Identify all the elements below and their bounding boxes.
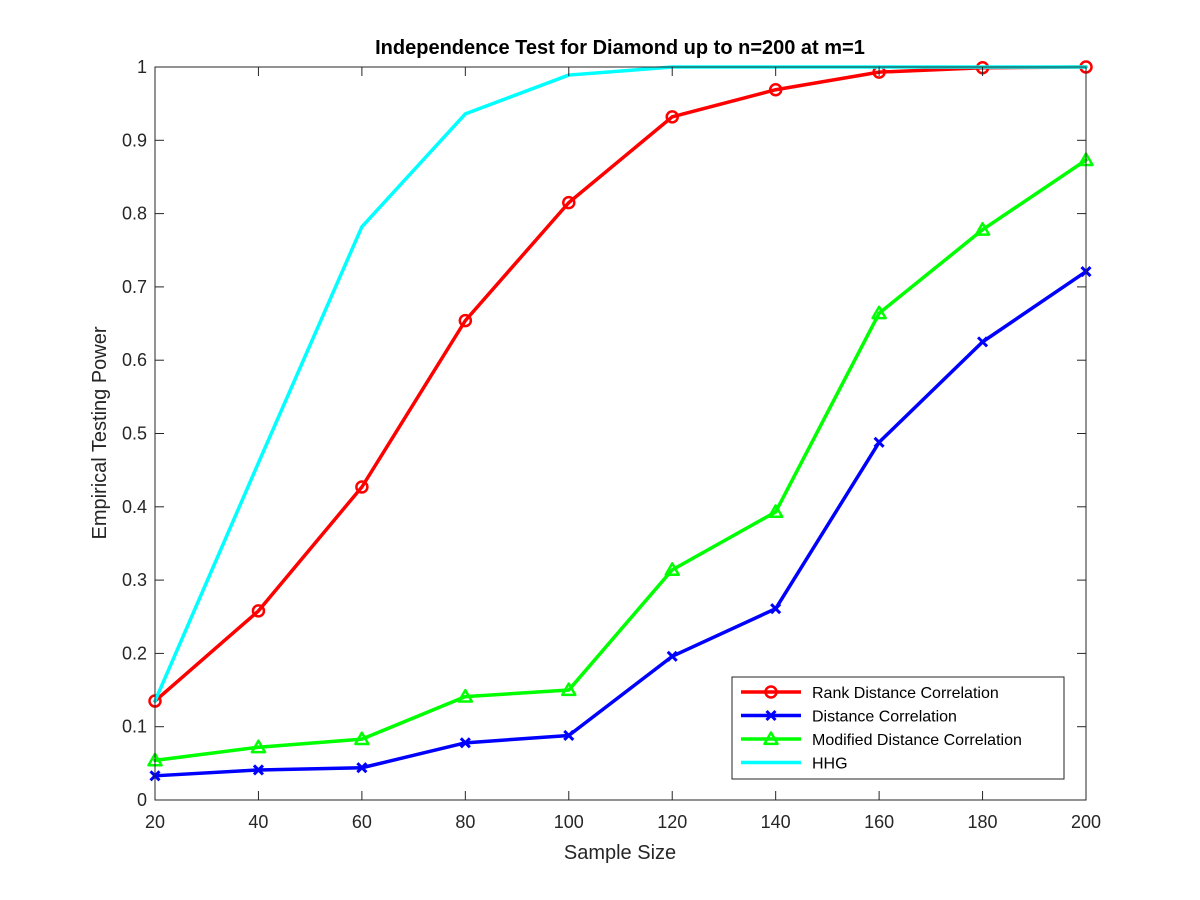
legend-entry: Distance Correlation xyxy=(741,709,957,726)
data-point xyxy=(457,688,474,703)
series-line xyxy=(153,269,1088,778)
y-tick-label: 0.1 xyxy=(122,717,147,737)
y-tick-label: 1 xyxy=(137,57,147,77)
y-tick-label: 0.9 xyxy=(122,130,147,150)
legend-entry: Modified Distance Correlation xyxy=(741,731,1022,749)
y-axis-label: Empirical Testing Power xyxy=(89,326,111,539)
data-point xyxy=(354,731,370,746)
data-point xyxy=(561,682,577,697)
legend-entry: Rank Distance Correlation xyxy=(741,685,999,702)
x-tick-label: 40 xyxy=(248,812,268,832)
data-point xyxy=(871,305,887,320)
data-point xyxy=(250,739,267,754)
x-tick-label: 200 xyxy=(1071,812,1101,832)
y-tick-label: 0.5 xyxy=(122,424,147,444)
data-point xyxy=(562,195,576,210)
data-point xyxy=(251,604,266,618)
x-tick-label: 120 xyxy=(657,812,687,832)
data-point xyxy=(355,480,369,494)
x-axis-label: Sample Size xyxy=(564,842,676,864)
y-tick-label: 0.8 xyxy=(122,204,147,224)
legend-marker xyxy=(765,709,777,722)
x-tick-label: 180 xyxy=(968,812,998,832)
legend-label: HHG xyxy=(812,756,848,773)
y-tick-label: 0.3 xyxy=(122,570,147,590)
data-point xyxy=(665,110,679,124)
y-tick-label: 0.4 xyxy=(122,497,147,517)
data-point xyxy=(768,82,783,97)
data-point xyxy=(356,762,368,774)
series-line xyxy=(153,158,1088,763)
y-tick-label: 0.2 xyxy=(122,643,147,663)
data-point xyxy=(252,764,265,776)
data-point xyxy=(459,737,471,749)
legend-marker xyxy=(764,685,778,699)
legend-marker xyxy=(763,731,779,746)
y-tick-label: 0.7 xyxy=(122,277,147,297)
chart-title: Independence Test for Diamond up to n=20… xyxy=(375,37,865,59)
axes-layer: 20 40 60 80 100 120 140 160 180 200 0 0.1 0.2 0.3 0.4 0… xyxy=(122,57,1101,832)
data-point xyxy=(458,313,473,328)
legend-label: Distance Correlation xyxy=(812,709,957,726)
series-modified-distance-correlation xyxy=(147,152,1094,767)
series-line xyxy=(153,65,1088,703)
y-tick-label: 0.6 xyxy=(122,350,147,370)
y-tick-label: 0 xyxy=(137,790,147,810)
data-point xyxy=(873,436,885,448)
legend-entry: HHG xyxy=(741,756,848,773)
x-tick-label: 60 xyxy=(352,812,372,832)
data-point xyxy=(767,504,784,519)
series-rank-distance-correlation xyxy=(148,60,1093,708)
legend-label: Rank Distance Correlation xyxy=(812,685,999,702)
legend: Rank Distance Correlation Distance Correl… xyxy=(731,676,1065,780)
data-point xyxy=(664,562,680,576)
x-tick-label: 100 xyxy=(554,812,584,832)
x-tick-label: 20 xyxy=(145,812,165,832)
data-point xyxy=(770,603,782,615)
x-tick-label: 80 xyxy=(455,812,475,832)
data-point xyxy=(666,650,678,662)
data-point xyxy=(974,221,991,236)
data-point xyxy=(976,336,989,348)
x-tick-label: 140 xyxy=(761,812,791,832)
data-point xyxy=(563,729,575,742)
x-tick-label: 160 xyxy=(864,812,894,832)
legend-label: Modified Distance Correlation xyxy=(812,732,1022,749)
